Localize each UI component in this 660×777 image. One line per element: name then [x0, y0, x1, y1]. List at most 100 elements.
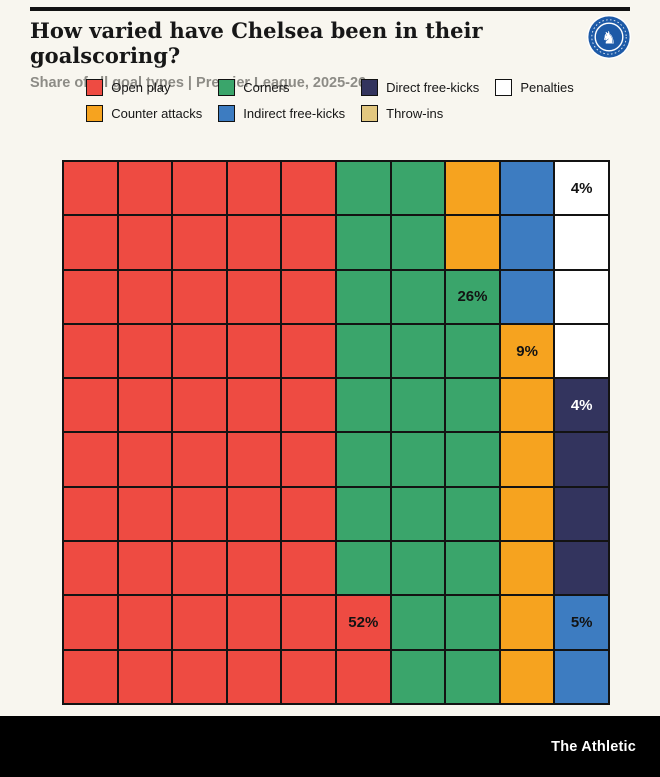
waffle-cell — [64, 270, 117, 323]
chelsea-crest-icon: ♞ — [586, 14, 632, 60]
legend-label: Indirect free-kicks — [243, 106, 346, 121]
legend-label: Direct free-kicks — [386, 80, 480, 95]
waffle-cell — [282, 487, 335, 541]
waffle-cell — [118, 650, 172, 703]
waffle-cell — [173, 379, 226, 432]
waffle-cell — [227, 162, 281, 215]
legend-item-indirect-free-kicks: Indirect free-kicks — [218, 105, 345, 122]
waffle-cell — [64, 650, 117, 703]
legend-item-throw-ins: Throw-ins — [361, 105, 479, 122]
waffle-cell — [391, 379, 445, 432]
waffle-cell — [336, 162, 390, 215]
legend-swatch-throw-ins — [361, 105, 379, 122]
waffle-cell — [555, 270, 608, 323]
waffle-cell — [173, 596, 226, 649]
legend-label: Counter attacks — [111, 106, 203, 121]
page-subtitle: Share of all goal types | Premier League… — [30, 75, 367, 92]
legend-label: Throw-ins — [386, 106, 444, 121]
waffle-cell — [64, 542, 117, 595]
waffle-cell — [118, 270, 172, 323]
waffle-cell-label: 26% — [446, 270, 499, 323]
waffle-cell — [282, 216, 335, 269]
waffle-cell — [500, 162, 554, 215]
legend-label: Penalties — [520, 80, 574, 95]
waffle-cell — [173, 433, 226, 486]
waffle-cell — [227, 270, 281, 323]
waffle-cell — [446, 216, 499, 269]
brand-logo: The Athletic — [551, 738, 636, 755]
waffle-cell — [282, 162, 335, 215]
waffle-cell — [227, 433, 281, 486]
waffle-cell — [118, 324, 172, 378]
waffle-cell — [555, 433, 608, 486]
waffle-cell — [64, 216, 117, 269]
waffle-cell — [336, 270, 390, 323]
waffle-cell — [173, 324, 226, 378]
waffle-cell — [64, 162, 117, 215]
waffle-cell — [555, 542, 608, 595]
waffle-cell — [555, 487, 608, 541]
waffle-cell — [446, 596, 499, 649]
waffle-cell — [227, 487, 281, 541]
waffle-cell — [282, 433, 335, 486]
waffle-cell-label: 4% — [555, 379, 608, 432]
waffle-cell — [118, 542, 172, 595]
waffle-cell — [173, 270, 226, 323]
legend-swatch-counter-attacks — [86, 105, 104, 122]
waffle-cell — [227, 596, 281, 649]
waffle-cell — [555, 216, 608, 269]
waffle-cell — [500, 270, 554, 323]
legend-label: Open play — [111, 80, 171, 95]
waffle-cell — [446, 162, 499, 215]
waffle-cell — [500, 216, 554, 269]
legend: Open play Corners Direct free-kicks Pena… — [0, 79, 660, 122]
waffle-cell — [118, 216, 172, 269]
waffle-cell — [391, 596, 445, 649]
waffle-cell — [555, 650, 608, 703]
waffle-cell — [282, 270, 335, 323]
waffle-cell-label: 9% — [500, 324, 554, 378]
waffle-cell — [64, 324, 117, 378]
waffle-cell — [555, 324, 608, 378]
waffle-cell — [282, 596, 335, 649]
waffle-cell — [173, 542, 226, 595]
top-rule — [30, 7, 630, 11]
waffle-cell — [282, 379, 335, 432]
waffle-cell — [500, 542, 554, 595]
waffle-cell — [446, 542, 499, 595]
legend-swatch-open-play — [86, 79, 104, 96]
waffle-cell — [446, 379, 499, 432]
waffle-cell — [282, 650, 335, 703]
waffle-cell — [118, 162, 172, 215]
waffle-cell — [391, 324, 445, 378]
waffle-cell — [391, 162, 445, 215]
waffle-cell — [227, 379, 281, 432]
waffle-cell — [391, 270, 445, 323]
waffle-cell — [500, 379, 554, 432]
waffle-cell — [391, 542, 445, 595]
legend-swatch-penalties — [495, 79, 513, 96]
waffle-cell — [500, 487, 554, 541]
waffle-cell — [391, 650, 445, 703]
waffle-cell — [336, 216, 390, 269]
waffle-cell — [336, 379, 390, 432]
header-text: How varied have Chelsea been in their go… — [30, 18, 550, 91]
waffle-cell — [118, 487, 172, 541]
waffle-cell — [446, 433, 499, 486]
waffle-cell — [391, 487, 445, 541]
waffle-cell — [227, 216, 281, 269]
waffle-cell — [227, 542, 281, 595]
waffle-cell — [173, 216, 226, 269]
waffle-cell-label: 4% — [555, 162, 608, 215]
waffle-cell — [500, 596, 554, 649]
waffle-cell — [446, 487, 499, 541]
waffle-cell — [118, 596, 172, 649]
waffle-cell — [336, 487, 390, 541]
legend-swatch-corners — [218, 79, 236, 96]
legend-label: Corners — [243, 80, 290, 95]
waffle-cell — [227, 324, 281, 378]
waffle-cell — [282, 324, 335, 378]
waffle-cell — [391, 216, 445, 269]
svg-text:♞: ♞ — [601, 29, 616, 49]
